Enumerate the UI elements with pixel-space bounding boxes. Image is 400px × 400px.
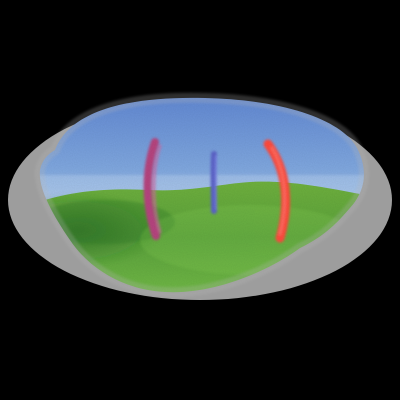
inner-edge-glow [34,92,369,298]
texture-overlay [39,97,364,293]
